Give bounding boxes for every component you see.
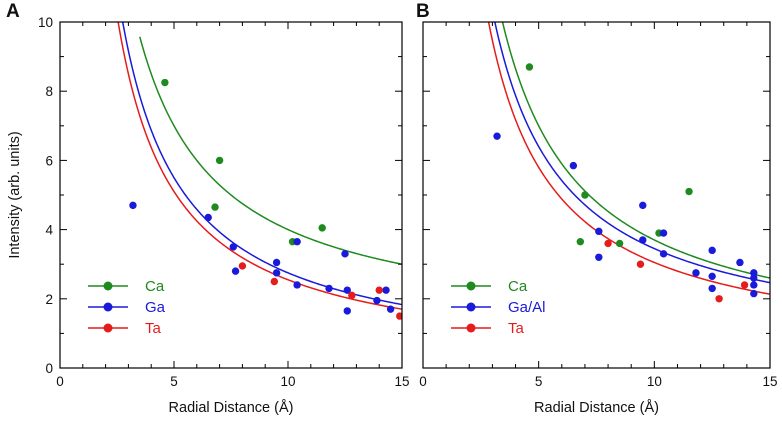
legend-label: Ga/Al xyxy=(508,299,546,316)
data-point xyxy=(375,286,383,294)
data-point xyxy=(708,284,716,293)
data-point xyxy=(636,260,645,268)
data-point xyxy=(215,156,224,165)
data-point xyxy=(343,286,351,294)
data-point xyxy=(685,187,693,196)
x-tick-label: 5 xyxy=(535,374,543,389)
data-point xyxy=(692,269,700,277)
data-point xyxy=(659,250,668,258)
data-point xyxy=(750,281,758,289)
x-axis-title: Radial Distance (Å) xyxy=(169,399,294,416)
y-tick-label: 8 xyxy=(45,84,53,99)
legend-marker xyxy=(466,323,476,333)
data-point xyxy=(231,267,240,275)
data-point xyxy=(396,312,402,320)
plot-frame xyxy=(422,21,771,369)
data-point xyxy=(348,291,356,300)
data-point xyxy=(750,289,758,298)
data-point xyxy=(343,307,351,315)
data-point xyxy=(639,201,647,210)
legend-label: Ta xyxy=(508,320,525,337)
data-point xyxy=(604,239,612,248)
data-point xyxy=(272,269,281,277)
data-point xyxy=(293,238,301,246)
data-point xyxy=(161,78,169,87)
data-point xyxy=(325,284,333,293)
data-point xyxy=(493,132,501,140)
data-point xyxy=(525,63,534,71)
legend-label: Ca xyxy=(145,278,165,295)
legend: Ca Ga Ta xyxy=(88,278,166,337)
y-tick-label: 0 xyxy=(45,361,53,376)
data-point xyxy=(595,253,603,261)
legend-marker xyxy=(466,302,476,312)
data-point xyxy=(750,274,758,282)
panel-b: B 0 5 10 15 Radial Distance (Å) Ca Ga/Al Ta xyxy=(416,1,778,416)
data-point xyxy=(581,191,589,199)
data-point xyxy=(270,277,279,286)
x-axis-title: Radial Distance (Å) xyxy=(534,399,659,416)
data-point xyxy=(293,281,301,289)
plot-area xyxy=(487,22,770,303)
panel-a: A 0 5 10 15 0 2 4 6 8 10 Radial Distance (Å) Intensi… xyxy=(6,1,410,416)
data-point xyxy=(373,296,381,305)
x-tick-label: 5 xyxy=(170,374,178,389)
data-point xyxy=(595,227,603,236)
data-point xyxy=(750,269,758,277)
y-tick-label: 6 xyxy=(45,153,53,168)
fit-curve-ca xyxy=(139,36,402,265)
data-point xyxy=(204,213,212,222)
data-point xyxy=(229,243,237,251)
data-point xyxy=(386,305,395,313)
data-point xyxy=(129,201,137,210)
data-point xyxy=(639,236,647,244)
data-point xyxy=(708,246,716,255)
data-point xyxy=(736,258,744,267)
panel-letter: A xyxy=(6,1,20,22)
data-point xyxy=(341,250,349,258)
plot-area xyxy=(117,22,402,320)
data-point xyxy=(740,281,749,289)
legend-marker xyxy=(103,302,113,312)
y-tick-label: 4 xyxy=(45,223,53,238)
y-axis-title: Intensity (arb. units) xyxy=(7,131,23,258)
legend-label: Ca xyxy=(508,278,528,295)
x-tick-label: 0 xyxy=(419,374,427,389)
fit-curve-ca xyxy=(501,22,770,279)
data-point xyxy=(318,224,326,232)
legend-marker xyxy=(103,323,113,333)
fit-curve-ga xyxy=(121,22,402,306)
data-point xyxy=(382,286,390,294)
data-point xyxy=(715,295,723,303)
data-point xyxy=(615,239,624,248)
x-tick-label: 10 xyxy=(280,374,295,389)
x-tick-label: 15 xyxy=(762,374,777,389)
legend: Ca Ga/Al Ta xyxy=(451,278,546,337)
legend-label: Ta xyxy=(145,320,162,337)
data-point xyxy=(659,229,668,237)
y-tick-label: 10 xyxy=(38,15,53,30)
x-tick-label: 0 xyxy=(56,374,64,389)
legend-marker xyxy=(466,281,476,291)
fit-curve-ta xyxy=(487,22,770,295)
data-point xyxy=(576,238,585,246)
legend-label: Ga xyxy=(145,299,166,316)
x-tick-label: 10 xyxy=(647,374,662,389)
data-point xyxy=(238,262,247,270)
panel-letter: B xyxy=(416,1,430,22)
y-tick-label: 2 xyxy=(45,292,53,307)
data-point xyxy=(569,161,578,170)
data-point xyxy=(708,272,716,281)
fit-curve-ta xyxy=(117,22,402,310)
data-point xyxy=(272,258,281,267)
fit-curve-gaal xyxy=(494,22,770,284)
data-point xyxy=(211,203,219,211)
legend-marker xyxy=(103,281,113,291)
x-tick-label: 15 xyxy=(394,374,409,389)
